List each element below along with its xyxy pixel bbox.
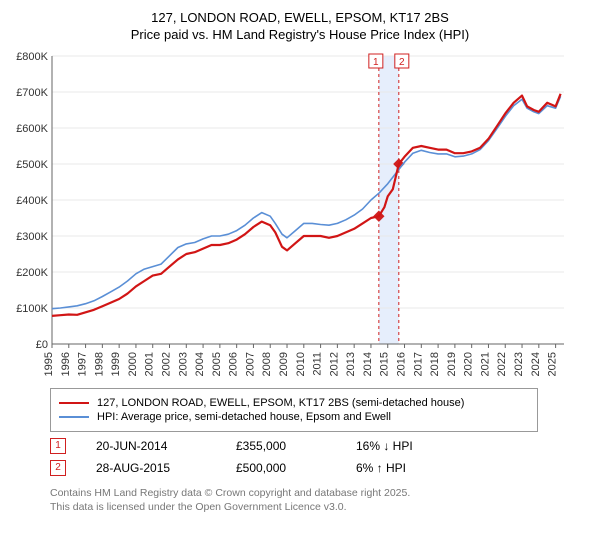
sale-events: 1 20-JUN-2014 £355,000 16% ↓ HPI 2 28-AU…: [50, 438, 590, 476]
legend-swatch: [59, 402, 89, 404]
sale-date: 28-AUG-2015: [96, 461, 206, 475]
title-line-2: Price paid vs. HM Land Registry's House …: [10, 27, 590, 44]
svg-text:2009: 2009: [278, 352, 290, 376]
sale-marker-icon: 2: [50, 460, 66, 476]
svg-text:2021: 2021: [479, 352, 491, 376]
svg-text:2023: 2023: [513, 352, 525, 376]
svg-text:2003: 2003: [177, 352, 189, 376]
svg-text:2001: 2001: [144, 352, 156, 376]
svg-text:2019: 2019: [446, 352, 458, 376]
sale-delta: 6% ↑ HPI: [356, 461, 476, 475]
svg-text:2010: 2010: [295, 352, 307, 376]
svg-text:2006: 2006: [228, 352, 240, 376]
sale-delta: 16% ↓ HPI: [356, 439, 476, 453]
svg-text:£0: £0: [36, 339, 48, 351]
svg-text:£300K: £300K: [16, 231, 48, 243]
svg-text:£100K: £100K: [16, 303, 48, 315]
svg-text:1996: 1996: [60, 352, 72, 376]
sale-row: 1 20-JUN-2014 £355,000 16% ↓ HPI: [50, 438, 590, 454]
chart-title-block: 127, LONDON ROAD, EWELL, EPSOM, KT17 2BS…: [10, 10, 590, 44]
svg-text:2002: 2002: [161, 352, 173, 376]
svg-text:1997: 1997: [77, 352, 89, 376]
sale-price: £355,000: [236, 439, 326, 453]
svg-text:2016: 2016: [396, 352, 408, 376]
svg-text:2025: 2025: [547, 352, 559, 376]
svg-text:£200K: £200K: [16, 267, 48, 279]
svg-text:2000: 2000: [127, 352, 139, 376]
svg-text:£700K: £700K: [16, 87, 48, 99]
svg-text:£400K: £400K: [16, 195, 48, 207]
svg-text:£600K: £600K: [16, 123, 48, 135]
svg-text:1: 1: [373, 57, 379, 68]
chart-container: £0 £100K £200K £300K £400K £500K £600K £700K £80…: [10, 50, 590, 380]
svg-text:2005: 2005: [211, 352, 223, 376]
svg-text:2018: 2018: [429, 352, 441, 376]
svg-text:2014: 2014: [362, 352, 374, 376]
attribution-line: Contains HM Land Registry data © Crown c…: [50, 486, 590, 500]
sale-date: 20-JUN-2014: [96, 439, 206, 453]
svg-text:£500K: £500K: [16, 159, 48, 171]
attribution: Contains HM Land Registry data © Crown c…: [50, 486, 590, 514]
svg-text:2020: 2020: [463, 352, 475, 376]
svg-text:2004: 2004: [194, 352, 206, 376]
svg-text:2013: 2013: [345, 352, 357, 376]
svg-text:2015: 2015: [379, 352, 391, 376]
svg-text:2017: 2017: [412, 352, 424, 376]
svg-text:1999: 1999: [110, 352, 122, 376]
title-line-1: 127, LONDON ROAD, EWELL, EPSOM, KT17 2BS: [10, 10, 590, 27]
svg-text:£800K: £800K: [16, 51, 48, 63]
svg-text:2022: 2022: [496, 352, 508, 376]
svg-text:1998: 1998: [93, 352, 105, 376]
svg-text:2007: 2007: [244, 352, 256, 376]
svg-text:2008: 2008: [261, 352, 273, 376]
sale-marker-icon: 1: [50, 438, 66, 454]
sale-price: £500,000: [236, 461, 326, 475]
legend-box: 127, LONDON ROAD, EWELL, EPSOM, KT17 2BS…: [50, 388, 538, 432]
svg-text:1995: 1995: [43, 352, 55, 376]
svg-text:2012: 2012: [328, 352, 340, 376]
legend-swatch: [59, 416, 89, 418]
legend-label: 127, LONDON ROAD, EWELL, EPSOM, KT17 2BS…: [97, 397, 464, 409]
svg-text:2011: 2011: [312, 352, 324, 376]
attribution-line: This data is licensed under the Open Gov…: [50, 500, 590, 514]
legend-label: HPI: Average price, semi-detached house,…: [97, 411, 391, 423]
legend-item: 127, LONDON ROAD, EWELL, EPSOM, KT17 2BS…: [59, 397, 529, 409]
svg-text:2024: 2024: [530, 352, 542, 376]
legend-item: HPI: Average price, semi-detached house,…: [59, 411, 529, 423]
sale-row: 2 28-AUG-2015 £500,000 6% ↑ HPI: [50, 460, 590, 476]
svg-text:2: 2: [399, 57, 405, 68]
price-chart: £0 £100K £200K £300K £400K £500K £600K £700K £80…: [10, 50, 570, 380]
